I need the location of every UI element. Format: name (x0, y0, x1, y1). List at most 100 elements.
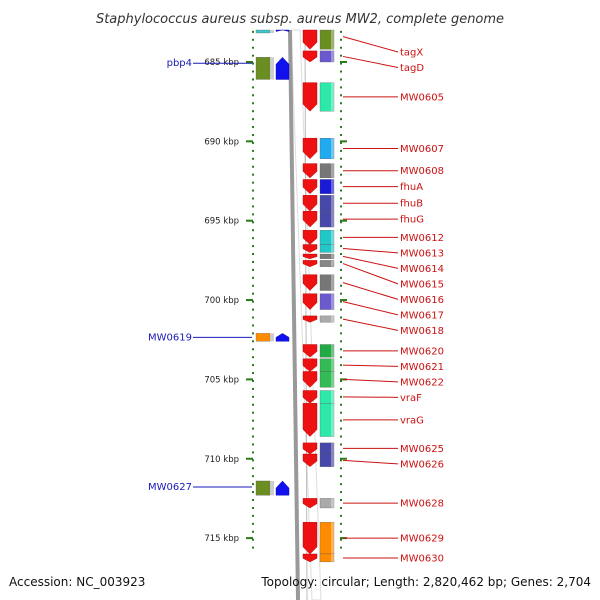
gene-label-mw0614: MW0614 (400, 264, 444, 275)
tick-dot (340, 300, 342, 303)
tick-dot (252, 522, 254, 525)
cds-arrow (302, 210, 318, 228)
tick-dot (340, 475, 342, 478)
cds-arrow (302, 553, 318, 563)
tick-dot (252, 149, 254, 152)
tick-dot (252, 62, 254, 65)
tick-dot (340, 221, 342, 224)
tick-dot (252, 284, 254, 287)
tick-dot (252, 475, 254, 478)
gene-label-mw0607: MW0607 (400, 144, 444, 155)
tick-dot (252, 316, 254, 319)
cog-box-shade (331, 522, 334, 554)
cog-box (255, 57, 271, 80)
tick-dot (340, 379, 342, 382)
cog-box (255, 29, 271, 34)
tick-dot (340, 372, 342, 375)
tick-dot (340, 364, 342, 367)
tick-dot (252, 189, 254, 192)
cds-arrow (302, 82, 318, 112)
cog-box (319, 244, 335, 253)
reverse-strand-genes (302, 29, 335, 563)
tick-dot (340, 459, 342, 462)
cds-arrow (302, 371, 318, 388)
major-tick (340, 219, 347, 222)
tick-dot (252, 197, 254, 200)
tick-dot (340, 118, 342, 121)
cds-arrow (302, 137, 318, 160)
cog-box-shade (331, 179, 334, 194)
cds-arrow (275, 56, 290, 80)
leader-line (342, 255, 399, 269)
leader-line (342, 263, 399, 285)
tick-dot (340, 514, 342, 517)
tick-dot (252, 46, 254, 49)
gene-label-mw0630: MW0630 (400, 553, 444, 564)
tick-dot (252, 411, 254, 414)
tick-dot (252, 260, 254, 263)
major-tick (340, 299, 347, 302)
tick-dot (340, 157, 342, 160)
leader-line (342, 318, 399, 331)
tick-dot (252, 126, 254, 129)
tick-dot (340, 205, 342, 208)
cog-box (319, 50, 335, 63)
cds-arrow (302, 453, 318, 467)
tick-dot (340, 229, 342, 232)
gene-label-tagd: tagD (400, 63, 424, 74)
tick-dot (252, 451, 254, 454)
gene-label-vraf: vraF (400, 393, 422, 404)
tick-label: 705 kbp (204, 375, 239, 385)
gene-label-fhua: fhuA (400, 182, 423, 193)
gene-label-mw0626: MW0626 (400, 459, 444, 470)
tick-dot (340, 276, 342, 279)
tick-dot (340, 237, 342, 240)
tick-dot (340, 245, 342, 248)
gene-label-mw0619: MW0619 (148, 332, 192, 343)
tick-dot (340, 530, 342, 533)
major-tick (246, 457, 253, 460)
tick-dot (340, 491, 342, 494)
gene-label-mw0627: MW0627 (148, 482, 192, 493)
tick-dot (340, 443, 342, 446)
tick-dot (252, 173, 254, 176)
tick-dot (252, 379, 254, 382)
tick-dot (252, 348, 254, 351)
tick-dot (252, 78, 254, 81)
gene-label-mw0621: MW0621 (400, 362, 444, 373)
tick-dot (252, 30, 254, 33)
gene-label-tagx: tagX (400, 48, 423, 59)
tick-dot (340, 46, 342, 49)
tick-dot (340, 316, 342, 319)
cog-box-shade (331, 442, 334, 454)
tick-dot (252, 70, 254, 73)
tick-dot (340, 499, 342, 502)
tick-dot (340, 522, 342, 525)
cog-box-shade (331, 244, 334, 253)
cds-arrow (302, 390, 318, 404)
tick-dot (340, 54, 342, 57)
tick-dot (252, 102, 254, 105)
tick-label: 690 kbp (204, 137, 239, 147)
leader-line (342, 55, 399, 68)
major-tick (246, 140, 253, 143)
cds-arrow (275, 29, 290, 32)
cog-box (319, 293, 335, 310)
tick-dot (340, 308, 342, 311)
cds-arrow (302, 29, 318, 50)
gene-label-mw0608: MW0608 (400, 166, 444, 177)
cog-box (319, 29, 335, 50)
tick-dot (340, 356, 342, 359)
gene-label-mw0620: MW0620 (400, 346, 444, 357)
cog-box (319, 163, 335, 179)
cog-box-shade (331, 403, 334, 437)
tick-dot (340, 340, 342, 343)
cog-box-edge (270, 480, 274, 496)
cog-box-shade (331, 371, 334, 388)
tick-label: 700 kbp (204, 296, 239, 306)
tick-dot (340, 126, 342, 129)
tick-dot (252, 213, 254, 216)
tick-dot (340, 467, 342, 470)
cds-arrow (275, 480, 290, 496)
tick-dot (252, 403, 254, 406)
